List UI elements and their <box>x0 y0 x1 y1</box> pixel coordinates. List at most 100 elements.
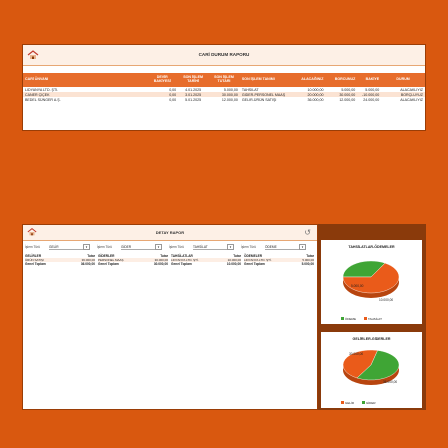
cell: ALACAKLIYIZ <box>400 97 423 102</box>
pivot-header: TAHSİLATLAR <box>171 254 193 258</box>
pie-slice-gider[interactable] <box>342 349 378 379</box>
cell: -10.000,00 <box>362 92 380 97</box>
pivot-tahsilatlar: TAHSİLATLAR Tutar LIDYANYA LTD. ŞTİ. 10.00… <box>171 254 241 266</box>
pivot-total-label: Genel Toplam <box>244 262 265 266</box>
cell: 36.000,00 <box>307 97 324 102</box>
pivot-columns: GELİRLER Tutar ÜRÜN SATIŞI 36.000,00 Genel… <box>23 250 317 266</box>
filter-gelir[interactable]: İşlem Türü GELİR ▾ <box>25 244 94 250</box>
dropdown-icon[interactable]: ▾ <box>155 244 162 250</box>
cell: 30.000,00 <box>339 92 356 97</box>
cell: 30.000,00 <box>221 92 238 97</box>
legend-label: TAHSİLAT <box>368 317 382 321</box>
cell: TAHSİLAT <box>241 87 259 92</box>
pie-slice-odeme[interactable] <box>342 260 386 278</box>
filter-bar: İşlem Türü GELİR ▾ İşlem Türü GİDER ▾ İş… <box>23 241 317 250</box>
cari-table-header: CARİ ÜNVANI DEVİR BAKİYESİ SON İŞLEM TAR… <box>23 73 425 87</box>
legend-item: GELİR <box>341 401 354 405</box>
cell: 5.01.2025 <box>185 97 202 102</box>
filter-value: TAHSİLAT <box>193 245 227 250</box>
pivot-total: 10.000,00 <box>226 262 241 266</box>
filter-tahsilat[interactable]: İşlem Türü TAHSİLAT ▾ <box>169 244 238 250</box>
home-icon[interactable] <box>27 227 37 237</box>
cell: 12.000,00 <box>339 97 356 102</box>
cell: BORÇLUYUZ <box>400 92 423 97</box>
pivot-total: 30.000,00 <box>153 262 168 266</box>
cell: 12.000,00 <box>221 97 238 102</box>
table-row[interactable]: BEDEL SÜNGER A.Ş. 0,00 5.01.2025 12.000,… <box>23 97 425 102</box>
legend-label: ÖDEME <box>345 317 357 321</box>
chart-legend: GELİR GİDER <box>341 401 376 405</box>
dropdown-icon[interactable]: ▾ <box>83 244 90 250</box>
pivot-item-value: 5.000,00 <box>302 258 314 262</box>
cell: 10.000,00 <box>307 87 324 92</box>
filter-value: GİDER <box>121 245 155 250</box>
pie-slice-gelir[interactable] <box>356 350 400 381</box>
cell: GELİR-ÜRÜN SATIŞI <box>241 97 277 102</box>
cell: 24.000,00 <box>363 97 380 102</box>
gelir-gider-pie <box>342 349 400 385</box>
pivot-gelirler: GELİRLER Tutar ÜRÜN SATIŞI 36.000,00 Genel… <box>25 254 95 266</box>
detay-titlebar: DETAY RAPOR ↺ <box>23 225 317 241</box>
dropdown-icon[interactable]: ▾ <box>227 244 234 250</box>
pivot-total-label: Genel Toplam <box>98 262 119 266</box>
pivot-item-value: 10.000,00 <box>227 258 241 262</box>
home-icon[interactable] <box>27 49 39 61</box>
list-item: LIDYANYA LTD. ŞTİ. 5.000,00 <box>244 258 314 262</box>
pivot-total-label: Genel Toplam <box>171 262 192 266</box>
pivot-total: 36.000,00 <box>80 262 95 266</box>
pivot-item-value: 30.000,00 <box>154 258 168 262</box>
filter-value: GELİR <box>49 245 83 250</box>
cell: BEDEL SÜNGER A.Ş. <box>25 97 61 102</box>
pivot-header-tutar: Tutar <box>306 254 314 258</box>
cell: 20.000,00 <box>307 92 324 97</box>
chart-legend: ÖDEME TAHSİLAT <box>341 317 382 321</box>
dropdown-icon[interactable]: ▾ <box>299 244 306 250</box>
tahsilat-odeme-pie <box>342 260 400 298</box>
pivot-item-name: LIDYANYA LTD. ŞTİ. <box>171 258 199 262</box>
cari-durum-panel: CARİ DURUM RAPORU CARİ ÜNVANI DEVİR BAKİ… <box>22 44 426 131</box>
cell: 0,00 <box>169 92 177 97</box>
cell: GİDER-PERSONEL MAAŞ <box>241 92 286 97</box>
pivot-header: GELİRLER <box>25 254 42 258</box>
legend-label: GİDER <box>366 401 376 405</box>
pivot-item-name: PERSONEL MAAŞ <box>98 258 124 262</box>
cell: LIDYANYA LTD. ŞTİ. <box>25 87 59 92</box>
filter-value: ÖDEME <box>265 245 299 250</box>
pivot-header: GİDERLER <box>98 254 115 258</box>
cell: 0,00 <box>169 87 177 92</box>
chart-title: GELİRLER-GİDERLER <box>352 337 391 341</box>
header-bakiye: BAKİYE <box>365 77 380 82</box>
legend-label: GELİR <box>345 401 355 405</box>
list-item: ÜRÜN SATIŞI 36.000,00 <box>25 258 95 262</box>
undo-icon[interactable]: ↺ <box>304 228 311 237</box>
pivot-giderler: GİDERLER Tutar PERSONEL MAAŞ 30.000,00 Gen… <box>98 254 168 266</box>
legend-item: GİDER <box>362 401 376 405</box>
charts-panel: TAHSİLATLAR-ÖDEMELER 5.000,00 10.000,00 … <box>318 224 426 410</box>
pivot-item-name: ÜRÜN SATIŞI <box>25 258 44 262</box>
chart-title: TAHSİLATLAR-ÖDEMELER <box>348 245 395 249</box>
pie-label-gider: 30.000,00 <box>349 352 364 356</box>
cell: CANER ÇİÇEK <box>25 92 50 97</box>
pie-slice-tahsilat[interactable] <box>342 262 400 294</box>
cell: 0,00 <box>169 97 177 102</box>
header-son-islem-tanimi: SON İŞLEM TANIMI <box>241 77 275 82</box>
cari-title: CARİ DURUM RAPORU <box>198 52 250 57</box>
pivot-header-tutar: Tutar <box>233 254 241 258</box>
pivot-odemeler: ÖDEMELER Tutar LIDYANYA LTD. ŞTİ. 5.000,00… <box>244 254 314 266</box>
legend-item: TAHSİLAT <box>364 317 382 321</box>
list-item: LIDYANYA LTD. ŞTİ. 10.000,00 <box>171 258 241 262</box>
tahsilat-odeme-chart: TAHSİLATLAR-ÖDEMELER 5.000,00 10.000,00 … <box>321 240 422 324</box>
cell: 5.000,00 <box>341 87 356 92</box>
cell: 5.000,00 <box>365 87 380 92</box>
detay-title: DETAY RAPOR <box>155 230 185 235</box>
filter-odeme[interactable]: İşlem Türü ÖDEME ▾ <box>241 244 310 250</box>
filter-gider[interactable]: İşlem Türü GİDER ▾ <box>97 244 166 250</box>
table-row[interactable]: CANER ÇİÇEK 0,00 3.01.2025 30.000,00 GİD… <box>23 92 425 97</box>
header-durum: DURUM <box>396 77 410 82</box>
header-cari-unvani: CARİ ÜNVANI <box>25 77 49 82</box>
table-row[interactable]: LIDYANYA LTD. ŞTİ. 0,00 4.01.2025 5.000,… <box>23 87 425 92</box>
filter-label: İşlem Türü <box>169 245 184 249</box>
pivot-item-value: 36.000,00 <box>81 258 95 262</box>
pivot-total-label: Genel Toplam <box>25 262 46 266</box>
cell: ALACAKLIYIZ <box>400 87 423 92</box>
